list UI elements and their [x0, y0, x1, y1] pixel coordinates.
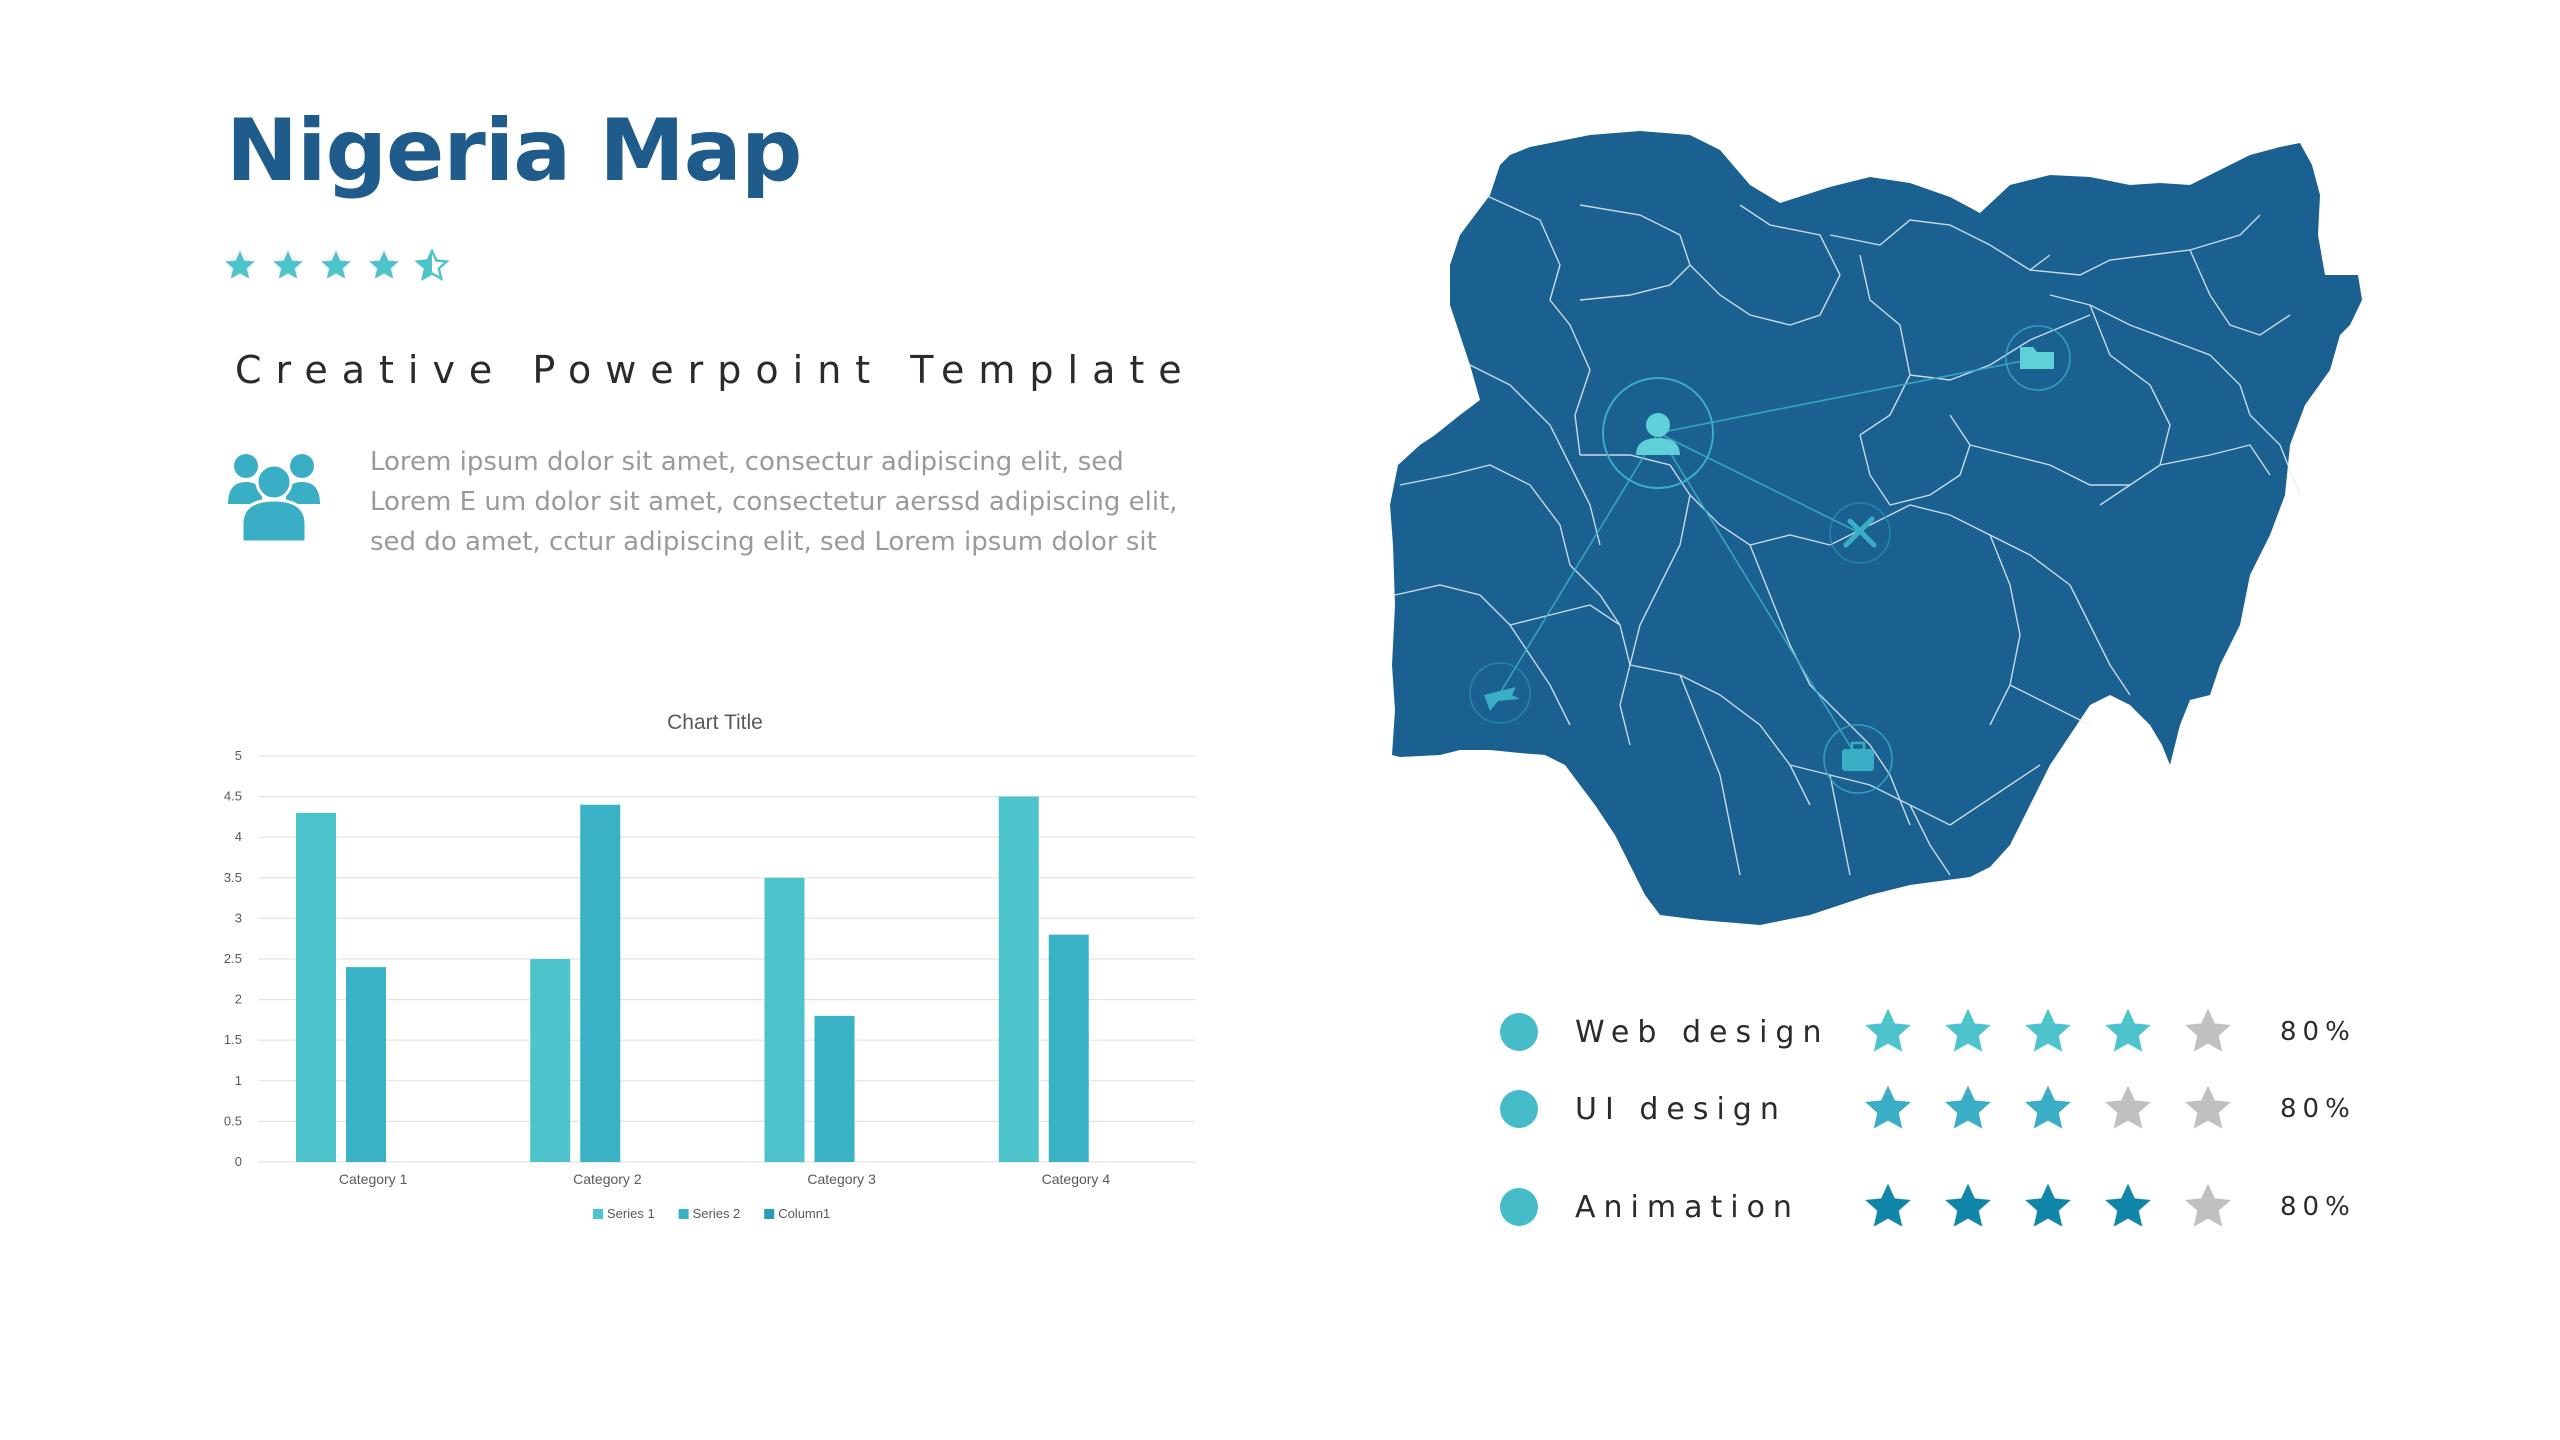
- star-icon: [1940, 1004, 1996, 1060]
- skill-row: UI design 80%: [1500, 1079, 2350, 1139]
- legend-swatch: [593, 1209, 603, 1219]
- star-icon: [2100, 1179, 2156, 1235]
- star-icon: [1860, 1081, 1916, 1137]
- marker-folder[interactable]: [2005, 325, 2071, 391]
- star-icon: [318, 248, 354, 284]
- bullet-dot: [1500, 1090, 1538, 1128]
- marker-plane[interactable]: [1469, 662, 1531, 724]
- bar: [296, 812, 336, 1162]
- marker-tools[interactable]: [1829, 502, 1891, 564]
- star-icon: [2020, 1081, 2076, 1137]
- map-outline: [1390, 131, 2362, 925]
- legend-swatch: [678, 1209, 689, 1219]
- bullet-dot: [1500, 1188, 1538, 1226]
- title-rating: [222, 248, 450, 284]
- skill-row: Web design 80%: [1500, 1002, 2350, 1062]
- star-icon: [2100, 1004, 2156, 1060]
- skill-stars: [1860, 1004, 2236, 1060]
- page-title: Nigeria Map: [226, 101, 802, 201]
- marker-user[interactable]: [1602, 377, 1714, 489]
- bar: [998, 796, 1039, 1162]
- star-icon: [2180, 1004, 2236, 1060]
- star-icon: [1860, 1179, 1916, 1235]
- skill-row: Animation 80%: [1500, 1177, 2350, 1237]
- bar: [530, 959, 571, 1162]
- star-icon: [366, 248, 402, 284]
- bullet-dot: [1500, 1013, 1538, 1051]
- x-tick-label: Category 1: [339, 1171, 408, 1187]
- marker-briefcase[interactable]: [1823, 724, 1893, 794]
- star-icon: [1940, 1081, 1996, 1137]
- y-tick-label: 4: [235, 829, 242, 844]
- state-borders: [1394, 194, 2301, 876]
- y-tick-label: 0.5: [224, 1113, 242, 1128]
- star-icon: [1940, 1179, 1996, 1235]
- bar: [580, 804, 621, 1162]
- connection-lines: [1499, 357, 2039, 760]
- star-icon: [2100, 1081, 2156, 1137]
- star-icon: [2180, 1081, 2236, 1137]
- legend-swatch: [764, 1209, 775, 1219]
- bar: [814, 1015, 855, 1162]
- chart-title: Chart Title: [667, 711, 763, 734]
- y-tick-label: 2.5: [224, 951, 242, 966]
- skill-percent: 80%: [2280, 1192, 2356, 1222]
- skill-label: Animation: [1575, 1189, 1800, 1225]
- bar: [1048, 934, 1089, 1162]
- bar: [346, 967, 386, 1162]
- y-tick-label: 4.5: [224, 789, 242, 804]
- star-icon: [2020, 1179, 2076, 1235]
- skill-percent: 80%: [2280, 1094, 2356, 1124]
- skill-label: UI design: [1575, 1091, 1787, 1127]
- legend-label: Column1: [778, 1206, 830, 1221]
- legend-label: Series 1: [607, 1206, 655, 1221]
- y-tick-label: 3: [235, 910, 242, 925]
- skill-stars: [1860, 1081, 2236, 1137]
- half-star-icon: [414, 248, 450, 284]
- star-icon: [2180, 1179, 2236, 1235]
- y-tick-label: 2: [235, 992, 242, 1007]
- y-tick-label: 1.5: [224, 1032, 242, 1047]
- star-icon: [2020, 1004, 2076, 1060]
- intro-text: Lorem ipsum dolor sit amet, consectur ad…: [370, 447, 1178, 557]
- x-tick-label: Category 2: [573, 1171, 642, 1187]
- bar: [764, 877, 805, 1162]
- people-group-icon: [228, 452, 320, 544]
- skill-label: Web design: [1575, 1014, 1830, 1050]
- y-tick-label: 5: [235, 748, 242, 763]
- x-tick-label: Category 4: [1042, 1171, 1111, 1187]
- x-tick-label: Category 3: [807, 1171, 876, 1187]
- nigeria-map: [1390, 131, 2362, 925]
- star-icon: [222, 248, 258, 284]
- star-icon: [270, 248, 306, 284]
- y-tick-label: 1: [235, 1073, 242, 1088]
- skill-percent: 80%: [2280, 1017, 2356, 1047]
- subtitle: Creative Powerpoint Template: [235, 348, 1196, 392]
- y-tick-label: 0: [235, 1154, 242, 1169]
- y-tick-label: 3.5: [224, 870, 242, 885]
- bar-chart: Chart Title 0 0.5 1 1.5 2 2.5 3 3.5 4 4.5 5 Categor…: [224, 711, 1195, 1221]
- star-icon: [1860, 1004, 1916, 1060]
- legend-label: Series 2: [693, 1206, 741, 1221]
- skill-stars: [1860, 1179, 2236, 1235]
